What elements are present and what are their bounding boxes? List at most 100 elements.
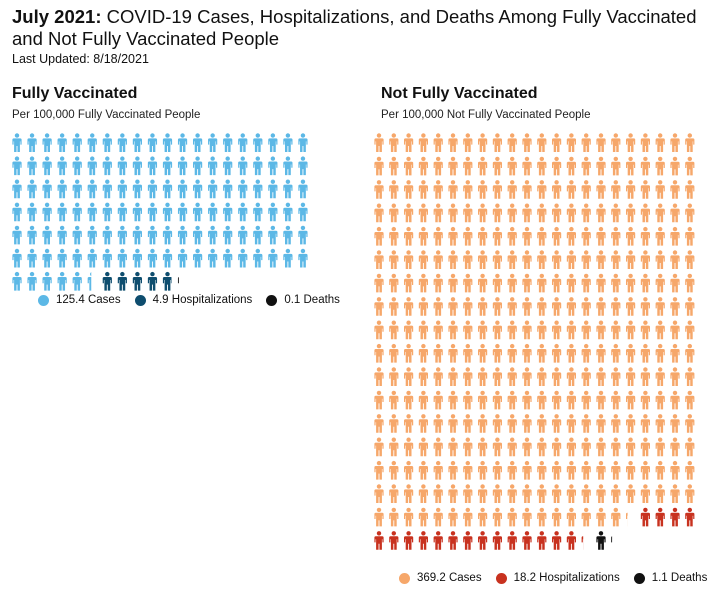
- not-vaccinated-cases-icon: [492, 156, 502, 176]
- vaccinated-cases-icon: [223, 248, 233, 268]
- vaccinated-cases-icon: [42, 225, 52, 245]
- not-vaccinated-cases-icon: [492, 180, 502, 199]
- not-vaccinated-cases-icon: [463, 297, 473, 316]
- not-vaccinated-cases-icon: [404, 437, 414, 457]
- vaccinated-cases-icon: [162, 202, 173, 222]
- not-vaccinated-cases-icon: [537, 367, 547, 386]
- not-vaccinated-cases-icon: [418, 414, 428, 433]
- not-vaccinated-cases-icon: [581, 156, 591, 176]
- vaccinated-cases-icon: [72, 133, 82, 152]
- not-vaccinated-cases-icon: [463, 226, 473, 246]
- not-vaccinated-deaths-icon: [611, 536, 613, 543]
- not-vaccinated-cases-icon: [581, 414, 591, 433]
- not-vaccinated-cases-icon: [522, 203, 532, 223]
- not-vaccinated-cases-icon: [507, 203, 517, 223]
- not-vaccinated-cases-icon: [626, 320, 636, 340]
- not-vaccinated-cases-icon: [581, 273, 591, 293]
- legend-label-hospitalizations: 18.2 Hospitalizations: [513, 572, 620, 584]
- vaccinated-cases-icon: [193, 156, 203, 176]
- not-vaccinated-cases-icon: [404, 203, 414, 223]
- not-vaccinated-cases-icon: [433, 180, 443, 199]
- not-vaccinated-cases-icon: [655, 390, 665, 410]
- not-vaccinated-cases-icon: [418, 297, 428, 316]
- vaccinated-cases-icon: [253, 202, 263, 222]
- vaccinated-cases-icon: [177, 202, 188, 222]
- not-vaccinated-cases-icon: [685, 414, 695, 433]
- not-vaccinated-cases-icon: [626, 343, 636, 363]
- vaccinated-cases-icon: [57, 225, 67, 245]
- vaccinated-cases-icon: [147, 133, 158, 152]
- not-vaccinated-cases-icon: [418, 437, 428, 457]
- not-vaccinated-cases-icon: [522, 133, 532, 152]
- not-vaccinated-cases-icon: [404, 133, 414, 152]
- not-vaccinated-cases-icon: [492, 460, 502, 480]
- not-vaccinated-cases-icon: [404, 390, 414, 410]
- not-vaccinated-cases-icon: [640, 484, 650, 503]
- not-vaccinated-cases-icon: [478, 156, 488, 176]
- not-vaccinated-cases-icon: [537, 273, 547, 293]
- not-vaccinated-cases-icon: [611, 133, 621, 152]
- not-vaccinated-cases-icon: [463, 437, 473, 457]
- not-vaccinated-cases-icon: [685, 226, 695, 246]
- not-vaccinated-cases-icon: [640, 250, 650, 269]
- not-vaccinated-cases-icon: [611, 343, 621, 363]
- not-vaccinated-cases-icon: [685, 484, 695, 503]
- not-vaccinated-cases-icon: [463, 390, 473, 410]
- vaccinated-cases-icon: [102, 202, 112, 222]
- vaccinated-cases-icon: [238, 179, 248, 199]
- not-vaccinated-cases-icon: [685, 180, 695, 199]
- not-vaccinated-cases-icon: [492, 507, 502, 527]
- vaccinated-cases-icon: [208, 133, 218, 152]
- not-vaccinated-cases-icon: [463, 484, 473, 503]
- not-vaccinated-cases-icon: [492, 320, 502, 340]
- vaccinated-cases-icon: [27, 248, 37, 268]
- vaccinated-cases-icon: [12, 133, 22, 152]
- vaccinated-cases-icon: [193, 248, 203, 268]
- vaccinated-cases-icon: [177, 179, 188, 199]
- not-vaccinated-cases-icon: [685, 343, 695, 363]
- not-vaccinated-cases-icon: [670, 297, 680, 316]
- not-vaccinated-cases-icon: [463, 367, 473, 386]
- not-vaccinated-cases-icon: [374, 367, 384, 386]
- vaccinated-cases-icon: [193, 202, 203, 222]
- not-vaccinated-cases-icon: [670, 484, 680, 503]
- not-vaccinated-cases-icon: [626, 297, 636, 316]
- vaccinated-cases-icon: [223, 133, 233, 152]
- not-vaccinated-cases-icon: [626, 203, 636, 223]
- not-vaccinated-cases-icon: [418, 133, 428, 152]
- not-vaccinated-cases-icon: [374, 437, 384, 457]
- vaccinated-cases-icon: [27, 133, 37, 152]
- not-vaccinated-cases-icon: [596, 507, 606, 527]
- not-vaccinated-cases-icon: [655, 320, 665, 340]
- not-vaccinated-cases-icon: [566, 414, 576, 433]
- not-vaccinated-cases-icon: [626, 437, 636, 457]
- not-vaccinated-cases-icon: [463, 273, 473, 293]
- not-vaccinated-cases-icon: [478, 390, 488, 410]
- vaccinated-cases-icon: [87, 179, 97, 199]
- not-vaccinated-cases-icon: [537, 390, 547, 410]
- not-vaccinated-cases-icon: [404, 297, 414, 316]
- vaccinated-cases-icon: [253, 225, 263, 245]
- vaccinated-cases-icon: [208, 225, 218, 245]
- not-vaccinated-cases-icon: [433, 320, 443, 340]
- not-vaccinated-cases-icon: [655, 203, 665, 223]
- vaccinated-cases-icon: [42, 271, 52, 291]
- not-vaccinated-cases-icon: [448, 367, 458, 386]
- not-vaccinated-cases-icon: [670, 367, 680, 386]
- not-vaccinated-cases-icon: [566, 507, 576, 527]
- not-vaccinated-cases-icon: [640, 367, 650, 386]
- not-vaccinated-cases-icon: [433, 343, 443, 363]
- not-vaccinated-cases-icon: [685, 203, 695, 223]
- vaccinated-cases-icon: [147, 179, 158, 199]
- not-vaccinated-cases-icon: [670, 250, 680, 269]
- vaccinated-cases-icon: [208, 202, 218, 222]
- not-vaccinated-cases-icon: [522, 484, 532, 503]
- not-vaccinated-cases-icon: [478, 297, 488, 316]
- not-vaccinated-hospitalizations-icon: [507, 531, 517, 550]
- not-vaccinated-cases-icon: [507, 156, 517, 176]
- not-vaccinated-cases-icon: [404, 343, 414, 363]
- not-vaccinated-cases-icon: [566, 367, 576, 386]
- not-vaccinated-cases-icon: [655, 226, 665, 246]
- not-vaccinated-cases-icon: [463, 156, 473, 176]
- not-vaccinated-cases-icon: [596, 203, 606, 223]
